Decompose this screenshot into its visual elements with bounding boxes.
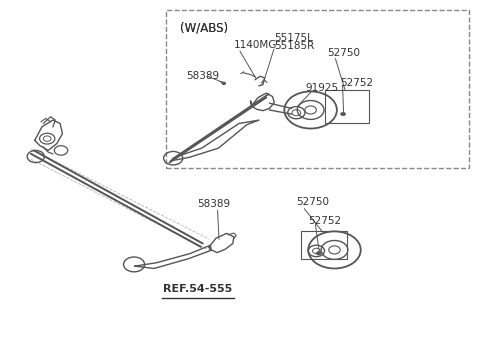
Text: 58389: 58389	[187, 71, 220, 81]
Text: 58389: 58389	[197, 199, 230, 209]
Text: 91925: 91925	[306, 83, 339, 94]
Text: 52750: 52750	[327, 48, 360, 58]
Text: 1140MG: 1140MG	[234, 39, 277, 50]
Circle shape	[341, 112, 346, 116]
Circle shape	[316, 252, 321, 255]
Text: 52752: 52752	[308, 216, 341, 226]
Text: (W/ABS): (W/ABS)	[180, 22, 228, 35]
Text: 52752: 52752	[340, 78, 373, 88]
Bar	[325, 90, 369, 123]
Circle shape	[222, 82, 226, 85]
Text: REF.54-555: REF.54-555	[163, 284, 232, 294]
Text: 55185R: 55185R	[275, 41, 314, 51]
Bar	[166, 10, 469, 168]
Text: 52750: 52750	[296, 197, 329, 207]
Text: 55175L: 55175L	[275, 33, 313, 44]
Text: (W/ABS): (W/ABS)	[180, 22, 228, 35]
Bar	[301, 232, 347, 259]
